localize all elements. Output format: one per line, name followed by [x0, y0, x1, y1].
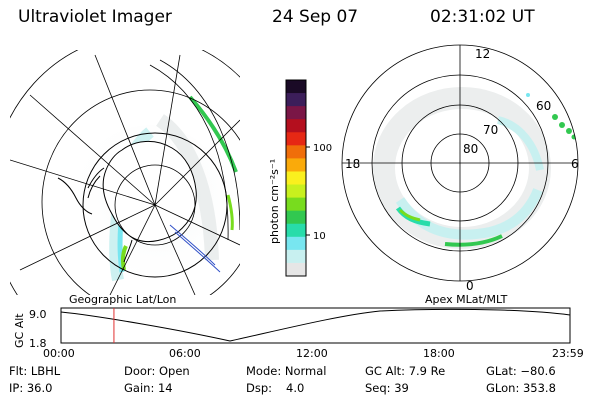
altitude-axis-label: GC Alt: [13, 313, 26, 348]
apex-label: Apex MLat/MLT: [425, 293, 508, 306]
seq-field: Seq: 39: [365, 381, 409, 395]
colorbar-swatches: [286, 80, 306, 277]
apex-grid: [341, 44, 579, 282]
altitude-plot-frame: [60, 307, 571, 344]
dsp-label: Dsp:: [246, 381, 273, 395]
x-tick-1800: 18:00: [423, 347, 455, 360]
date-label: 24 Sep 07: [272, 7, 359, 27]
door-field: Door: Open: [124, 364, 190, 378]
dayside-emission: [155, 114, 219, 261]
meridian-lines: [10, 54, 240, 295]
cyan-spot: [526, 93, 530, 97]
colorbar-swatch: [286, 145, 306, 159]
antarctic-peninsula: [87, 167, 105, 199]
colorbar-swatch: [286, 249, 306, 264]
lat-circle-60: [41, 89, 240, 295]
altitude-curve: [60, 308, 571, 342]
gc-alt-field: GC Alt: 7.9 Re: [365, 364, 446, 378]
green-arc-upper: [188, 95, 238, 173]
green-spot-2: [559, 122, 565, 128]
mlat-label-80: 80: [463, 142, 478, 156]
coast-segment: [123, 239, 133, 263]
colorbar-swatch: [286, 223, 306, 238]
dsp-value: 4.0: [286, 381, 305, 395]
altitude-x-ticks: 00:00 06:00 12:00 18:00 23:59: [43, 347, 584, 360]
time-label: 02:31:02 UT: [430, 7, 535, 27]
colorbar-swatch: [286, 236, 306, 251]
x-tick-0000: 00:00: [43, 347, 75, 360]
mlt-label-18: 18: [345, 157, 360, 171]
colorbar-unit-label: photon cm⁻²s⁻¹: [268, 159, 281, 244]
colorbar-swatch: [286, 171, 306, 186]
mlat-label-60: 60: [536, 99, 551, 113]
altitude-ymax: 9.0: [29, 308, 47, 321]
colorbar-swatch: [286, 93, 306, 107]
instrument-title: Ultraviolet Imager: [18, 7, 172, 27]
mlt-label-6: 6: [571, 157, 579, 171]
glat-field: GLat: −80.6: [486, 364, 556, 378]
colorbar-frame: [285, 79, 307, 277]
green-spot-1: [552, 114, 558, 120]
x-tick-1200: 12:00: [296, 347, 328, 360]
outer-arc-2: [159, 59, 240, 231]
geographic-label: Geographic Lat/Lon: [69, 293, 177, 306]
glon-field: GLon: 353.8: [486, 381, 556, 395]
green-arc-midnight: [444, 234, 503, 247]
mode-field: Mode: Normal: [246, 364, 327, 378]
green-spot-3: [566, 128, 572, 134]
mlt-label-0: 0: [466, 279, 474, 293]
x-tick-0600: 06:00: [169, 347, 201, 360]
colorbar-swatch: [286, 158, 306, 172]
lat-circle-80: [114, 164, 196, 246]
green-arc-lower: [226, 194, 234, 231]
colorbar-swatch: [286, 197, 306, 212]
colorbar-tick-label-100: 100: [313, 143, 332, 154]
colorbar-swatch: [286, 184, 306, 199]
ip-field: IP: 36.0: [9, 381, 53, 395]
colorbar-swatch: [286, 80, 306, 94]
gain-field: Gain: 14: [124, 381, 173, 395]
colorbar-swatch: [286, 210, 306, 225]
x-tick-2359: 23:59: [552, 347, 584, 360]
south-america-coast: [57, 177, 93, 215]
colorbar-swatch: [286, 119, 306, 133]
terminator-line-2: [174, 231, 221, 273]
altitude-ymin: 1.8: [29, 337, 47, 350]
green-arc-dusk-core: [398, 208, 421, 222]
mlt-label-12: 12: [475, 47, 490, 61]
mlat-label-70: 70: [483, 123, 498, 137]
outer-arc-1: [149, 64, 229, 241]
filter-field: Flt: LBHL: [9, 364, 61, 378]
terminator-line-1: [169, 224, 216, 266]
colorbar-swatch: [286, 262, 306, 277]
colorbar-swatch: [286, 132, 306, 146]
colorbar-swatch: [286, 106, 306, 120]
colorbar-tick-label-10: 10: [313, 231, 326, 242]
